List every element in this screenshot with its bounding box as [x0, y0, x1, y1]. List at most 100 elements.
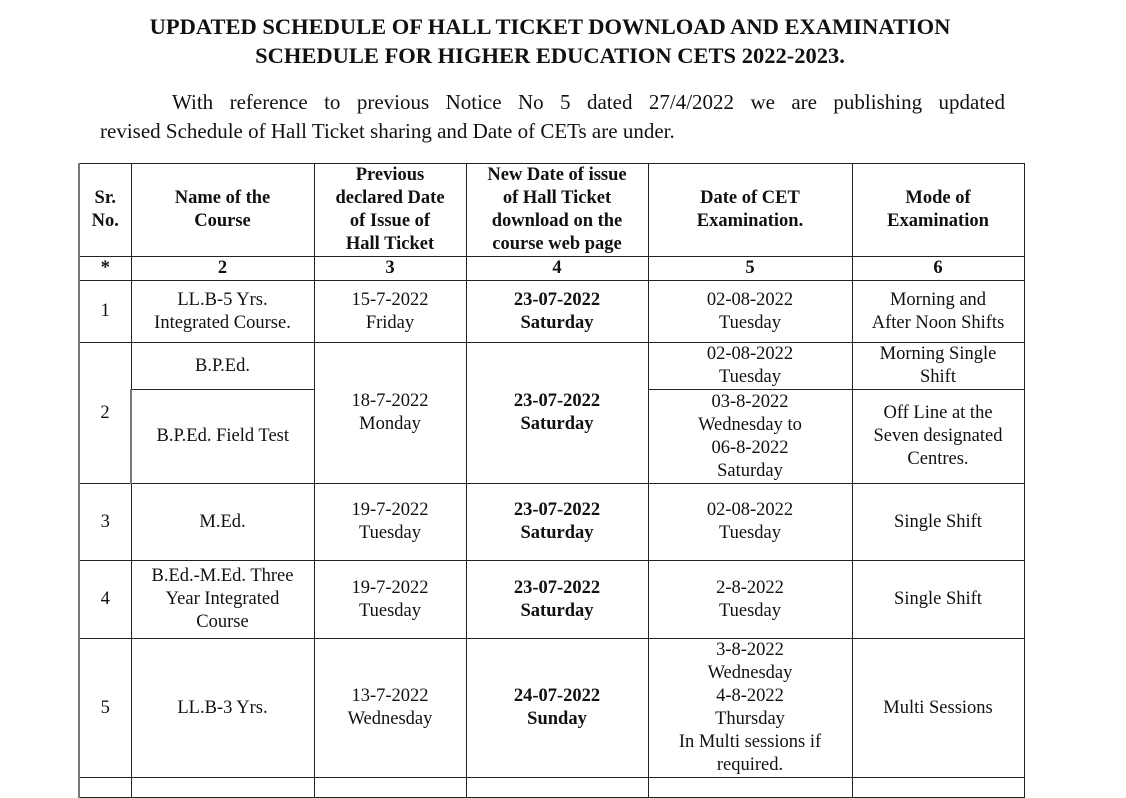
cell-line: 13-7-2022: [351, 686, 429, 706]
document-title: UPDATED SCHEDULE OF HALL TICKET DOWNLOAD…: [0, 12, 1100, 70]
cell-line: Name of the: [174, 188, 271, 208]
cell-line: Wednesday: [707, 663, 793, 683]
column-header: Sr. No.: [78, 163, 132, 257]
serial-number: 2: [78, 342, 132, 484]
cell-line: Wednesday: [347, 709, 433, 729]
cet-date: 02-08-2022 Tuesday: [647, 280, 853, 343]
cet-date: 02-08-2022 Tuesday: [647, 483, 853, 561]
header-row: Sr. No. Name of the Course Previous declared …: [78, 163, 1025, 257]
table-cell: [78, 777, 132, 798]
table-row: 1 LL.B-5 Yrs. Integrated Course. 15-7-2022 F…: [78, 280, 1025, 343]
new-date: 23-07-2022 Saturday: [465, 342, 649, 484]
cell-line: Saturday: [520, 312, 594, 333]
cell-line: of Hall Ticket: [502, 188, 612, 208]
cell-line: Course: [196, 612, 249, 632]
table-row: B.P.Ed. Field Test 03-8-2022 Wednesday to 0…: [79, 389, 1025, 484]
title-line: UPDATED SCHEDULE OF HALL TICKET DOWNLOAD…: [149, 14, 951, 39]
next-row-partial: [78, 777, 1025, 798]
cell-line: Examination: [887, 211, 989, 231]
cell-line: 19-7-2022: [351, 577, 429, 598]
exam-mode: Multi Sessions: [851, 638, 1025, 778]
cell-line: Saturday: [520, 414, 594, 434]
cet-date: 03-8-2022 Wednesday to 06-8-2022 Saturday: [647, 389, 853, 484]
cell-line: 4-8-2022: [716, 686, 784, 706]
cell-line: 2-8-2022: [716, 577, 784, 598]
cell-line: In Multi sessions if: [678, 732, 822, 752]
cell-line: Tuesday: [718, 312, 782, 333]
cell-line: After Noon Shifts: [871, 312, 1005, 333]
intro-line: revised Schedule of Hall Ticket sharing …: [100, 119, 675, 143]
cell-line: download on the: [491, 211, 623, 231]
cell-line: Year Integrated: [165, 589, 280, 609]
column-number-row: * 2 3 4 5 6: [78, 256, 1025, 281]
column-number: 6: [851, 256, 1025, 281]
cell-line: Wednesday to: [698, 414, 802, 435]
table-cell: [851, 777, 1025, 798]
cell-line: Morning Single: [879, 344, 997, 364]
previous-date: 18-7-2022 Monday: [313, 342, 467, 484]
exam-mode: Off Line at the Seven designated Centres.: [851, 389, 1025, 484]
cell-line: Shift: [920, 367, 956, 387]
intro-paragraph: With reference to previous Notice No 5 d…: [100, 88, 1005, 146]
cell-line: Tuesday: [718, 523, 782, 543]
column-number: 2: [130, 256, 315, 281]
column-header: Previous declared Date of Issue of Hall Tic…: [313, 163, 467, 257]
course-name: M.Ed.: [130, 483, 315, 561]
cell-line: Course: [194, 211, 251, 231]
cell-line: Off Line at the: [883, 403, 993, 423]
course-name: LL.B-3 Yrs.: [130, 638, 315, 778]
intro-line: With reference to previous Notice No 5 d…: [172, 90, 1005, 114]
cell-line: Examination.: [696, 211, 804, 231]
cell-line: Thursday: [715, 709, 785, 729]
exam-mode: Morning Single Shift: [851, 342, 1025, 390]
cell-line: 02-08-2022: [706, 344, 794, 364]
cell-line: of Issue of: [349, 211, 431, 231]
cet-date: 02-08-2022 Tuesday: [647, 342, 853, 390]
table-cell: [465, 777, 649, 798]
cell-line: Multi Sessions: [883, 697, 993, 718]
course-name: B.P.Ed.: [130, 342, 315, 390]
cell-line: Single Shift: [894, 589, 982, 609]
cell-line: Hall Ticket: [345, 234, 435, 254]
course-name: B.Ed.-M.Ed. Three Year Integrated Course: [130, 560, 315, 639]
cell-line: 23-07-2022: [513, 391, 601, 411]
previous-date: 15-7-2022 Friday: [313, 280, 467, 343]
column-number: 5: [647, 256, 853, 281]
cet-date: 2-8-2022 Tuesday: [647, 560, 853, 639]
column-number: 3: [313, 256, 467, 281]
exam-mode: Morning and After Noon Shifts: [851, 280, 1025, 343]
cell-line: Previous: [355, 165, 425, 185]
table-cell: [647, 777, 853, 798]
title-line: SCHEDULE FOR HIGHER EDUCATION CETS 2022-…: [255, 43, 845, 68]
cell-line: Saturday: [520, 600, 594, 621]
schedule-table: Sr. No. Name of the Course Previous declared …: [78, 163, 1025, 798]
table-cell: [313, 777, 467, 798]
cell-line: Tuesday: [718, 600, 782, 621]
cell-line: LL.B-3 Yrs.: [177, 697, 268, 718]
cell-line: Sr.: [94, 188, 116, 208]
cell-line: 23-07-2022: [513, 577, 601, 598]
cell-line: B.Ed.-M.Ed. Three: [151, 566, 294, 586]
cell-line: Mode of: [905, 188, 971, 208]
cell-line: Sunday: [527, 709, 587, 729]
cell-line: 03-8-2022: [711, 391, 789, 412]
cell-line: LL.B-5 Yrs.: [177, 289, 268, 310]
cell-line: course web page: [492, 234, 622, 254]
cell-line: Date of CET: [700, 188, 800, 208]
cell-line: Tuesday: [718, 367, 782, 387]
cell-line: 02-08-2022: [706, 500, 794, 520]
cell-line: No.: [91, 211, 119, 231]
new-date: 23-07-2022 Saturday: [465, 483, 649, 561]
table-row: 3 M.Ed. 19-7-2022 Tuesday 23-07-2022 Saturday…: [78, 483, 1025, 561]
cell-line: Single Shift: [894, 511, 982, 532]
table-row: 5 LL.B-3 Yrs. 13-7-2022 Wednesday 24-07-2022…: [78, 638, 1025, 778]
cell-line: 02-08-2022: [706, 289, 794, 310]
column-number: *: [78, 256, 132, 281]
cell-line: Integrated Course.: [154, 312, 291, 333]
serial-number: 5: [78, 638, 132, 778]
cell-line: 3-8-2022: [716, 640, 784, 660]
new-date: 23-07-2022 Saturday: [465, 560, 649, 639]
cell-line: 19-7-2022: [351, 500, 429, 520]
cell-line: 15-7-2022: [351, 289, 429, 310]
cell-line: Friday: [365, 312, 415, 333]
